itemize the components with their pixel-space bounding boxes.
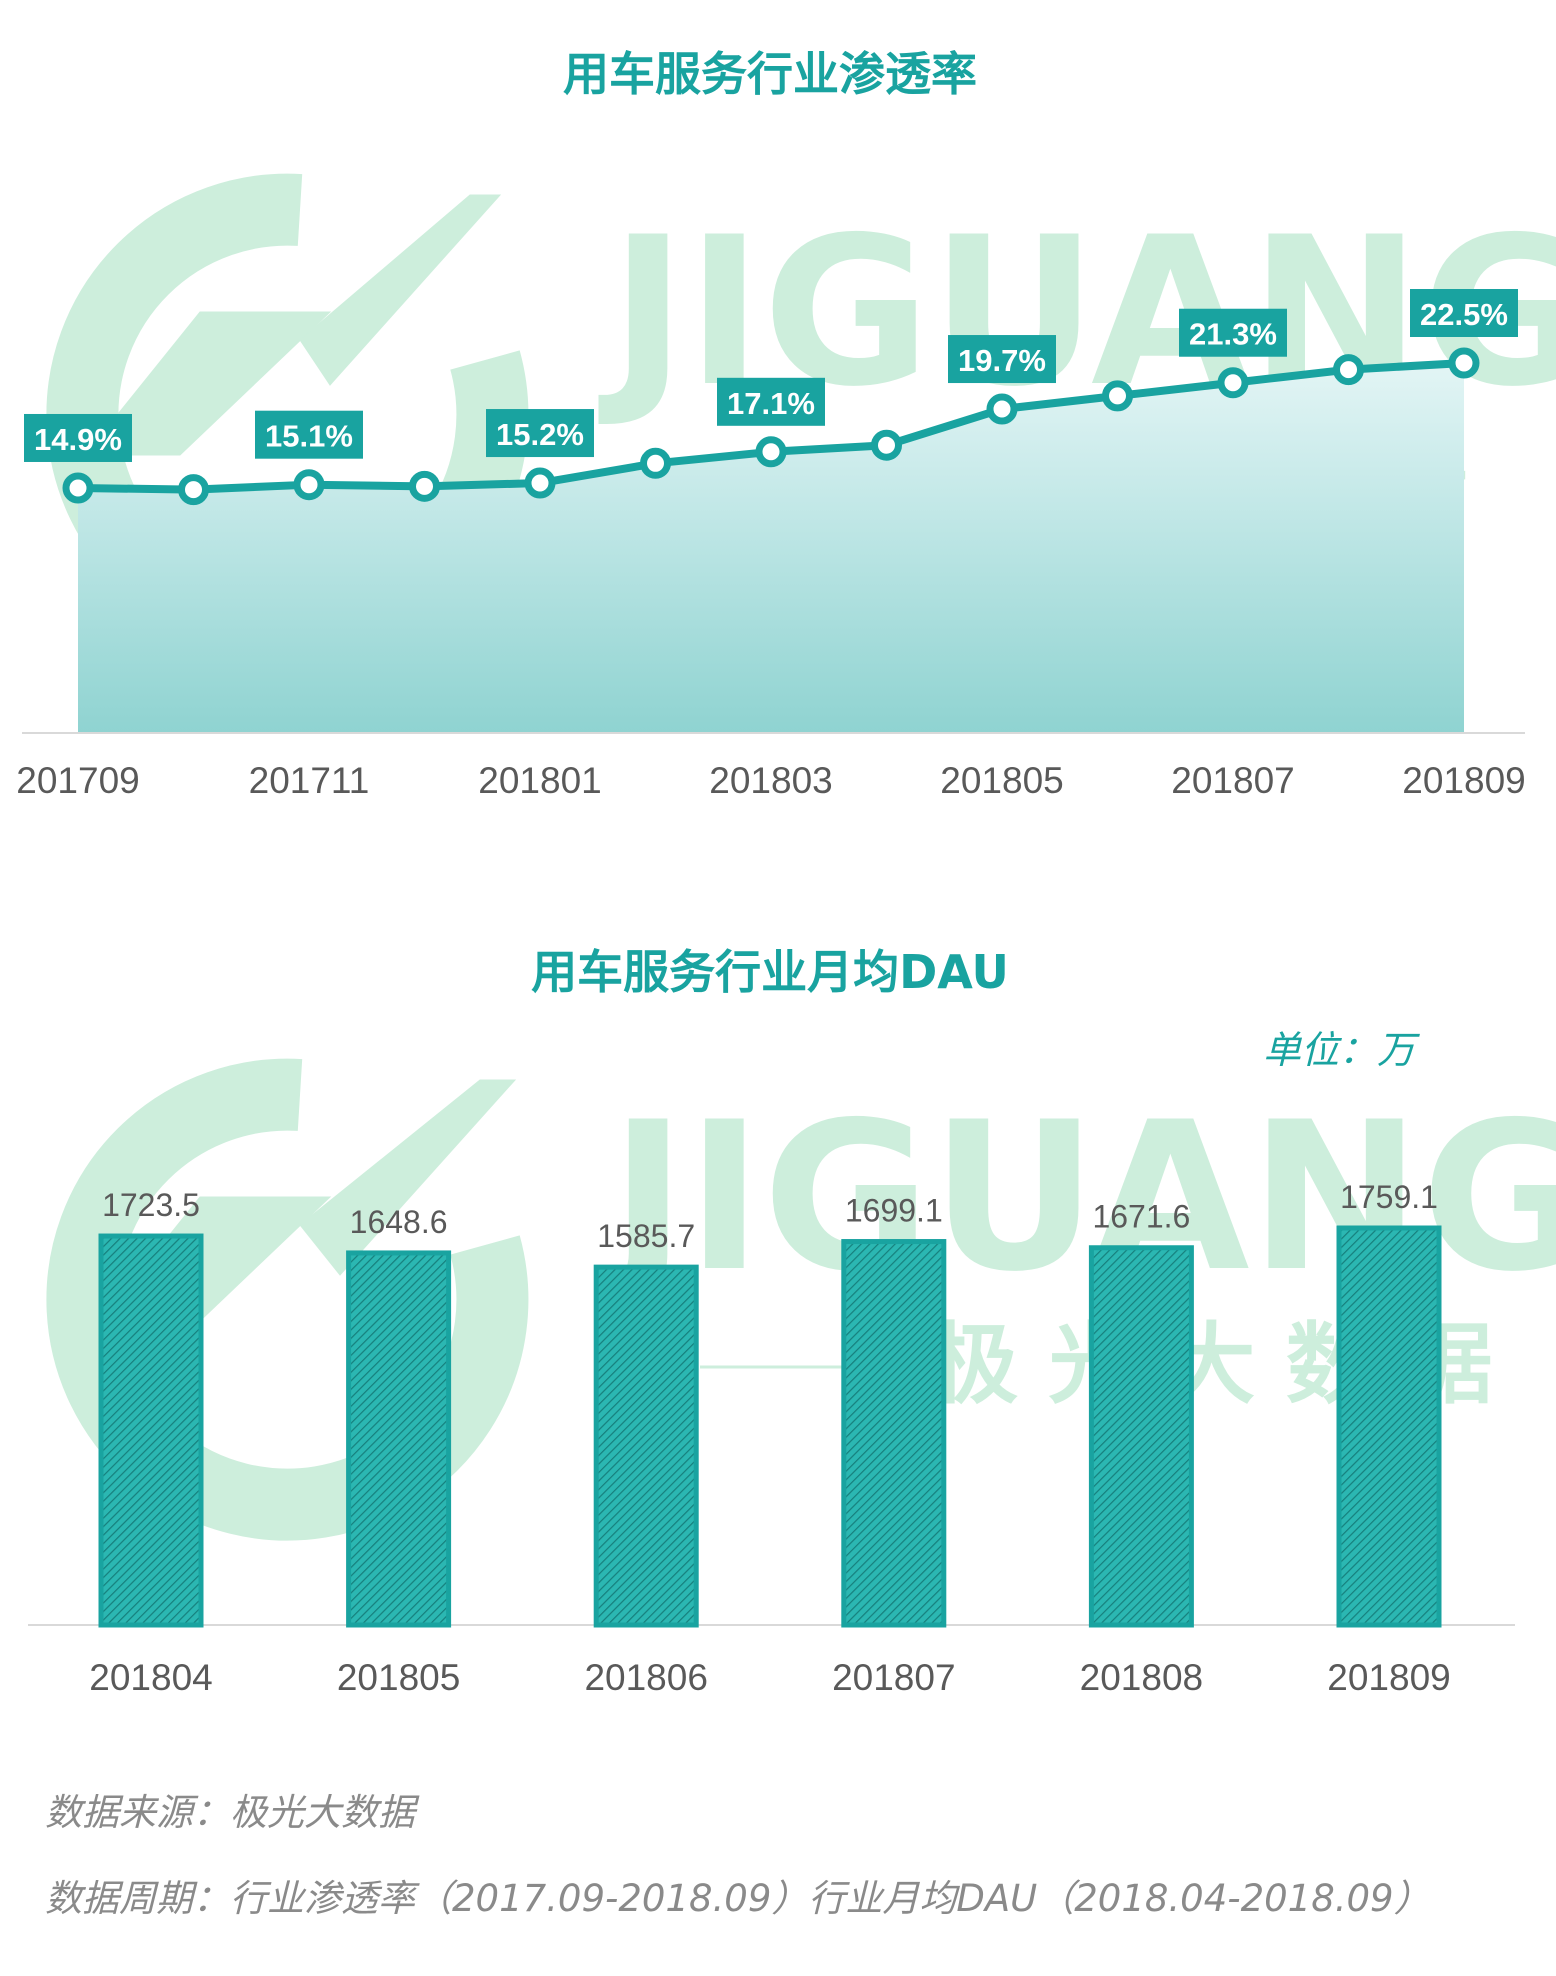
x-tick-201805: 201805	[337, 1657, 460, 1698]
data-label-box-201711	[255, 410, 363, 459]
point-201709	[62, 472, 94, 504]
point-201711	[293, 469, 325, 501]
value-label-201808: 1671.6	[1092, 1199, 1190, 1235]
bar-201804	[98, 1233, 204, 1628]
x-tick-201803: 201803	[709, 760, 832, 801]
point-201803	[755, 436, 787, 468]
point-201807	[1217, 367, 1249, 399]
data-label-box-201709	[24, 413, 132, 462]
x-tick-201806: 201806	[584, 1657, 707, 1698]
bar-201809	[1336, 1225, 1442, 1628]
x-tick-201807: 201807	[1171, 760, 1294, 801]
point-201804	[871, 429, 902, 461]
data-label-box-201803	[717, 377, 825, 426]
x-tick-201809: 201809	[1327, 1657, 1450, 1698]
data-label-201801: 15.2%	[496, 417, 584, 452]
point-201805	[986, 393, 1018, 425]
data-label-201709: 14.9%	[34, 422, 122, 457]
value-label-201804: 1723.5	[102, 1187, 200, 1223]
watermark-bottom: JIGUANG 极 光 大 数 据	[46, 1058, 1556, 1541]
data-label-201805: 19.7%	[958, 343, 1046, 378]
data-label-201809: 22.5%	[1420, 297, 1508, 332]
x-tick-201807: 201807	[832, 1657, 955, 1698]
point-201808	[1333, 354, 1364, 386]
chart1-title: 用车服务行业渗透率	[563, 47, 977, 101]
point-201712	[409, 470, 440, 502]
point-201801	[524, 467, 556, 499]
x-tick-201711: 201711	[249, 760, 370, 801]
x-tick-201709: 201709	[16, 760, 139, 801]
chart2-monthly-dau: 1723.5 201804 1648.6 201805 1585.7 201806 1699…	[28, 1179, 1515, 1698]
x-tick-201808: 201808	[1080, 1657, 1203, 1698]
point-201806	[1102, 380, 1133, 412]
footer-period: 数据周期：行业渗透率（2017.09-2018.09）行业月均DAU（2018.…	[45, 1877, 1431, 1920]
data-label-201803: 17.1%	[727, 386, 815, 421]
penetration-area	[78, 363, 1464, 733]
chart2-title: 用车服务行业月均DAU	[531, 945, 1009, 999]
data-label-box-201801	[486, 409, 594, 458]
bar-201808	[1088, 1245, 1194, 1628]
value-label-201806: 1585.7	[597, 1218, 695, 1254]
bar-201806	[593, 1264, 699, 1628]
data-label-box-201805	[948, 335, 1056, 384]
chart2-unit-label: 单位：万	[1263, 1028, 1420, 1072]
bar-201805	[346, 1250, 452, 1628]
value-label-201807: 1699.1	[845, 1193, 943, 1229]
point-201809	[1448, 347, 1480, 379]
data-label-201711: 15.1%	[265, 419, 353, 454]
x-tick-201809: 201809	[1402, 760, 1525, 801]
value-label-201809: 1759.1	[1340, 1179, 1438, 1215]
point-201710	[178, 474, 209, 506]
footer-source: 数据来源：极光大数据	[45, 1791, 415, 1834]
x-tick-201804: 201804	[89, 1657, 212, 1698]
value-label-201805: 1648.6	[350, 1204, 448, 1240]
point-201802	[640, 447, 671, 479]
x-tick-201805: 201805	[940, 760, 1063, 801]
chart1-penetration-rate: 14.9% 15.1% 15.2% 17.1% 19.7% 21.3% 22.5% 20170…	[16, 289, 1526, 801]
data-label-box-201809	[1410, 289, 1518, 337]
bar-201807	[841, 1239, 947, 1628]
x-tick-201801: 201801	[478, 760, 601, 801]
data-label-box-201807	[1179, 308, 1287, 357]
data-label-201807: 21.3%	[1189, 317, 1277, 352]
